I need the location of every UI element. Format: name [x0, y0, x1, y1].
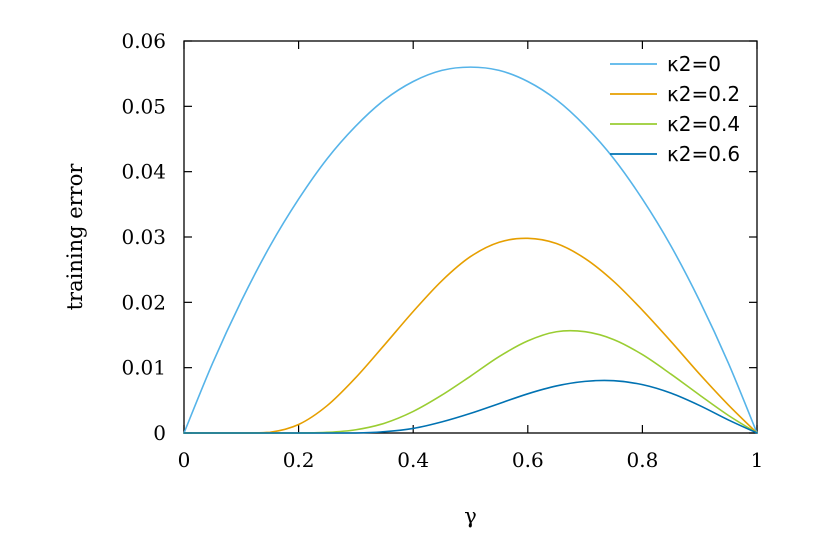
- y-tick-label: 0.01: [121, 356, 166, 380]
- legend-label-0: κ2=0: [667, 52, 721, 76]
- series-line-2: [183, 329, 758, 434]
- y-tick-label: 0.03: [121, 225, 166, 249]
- y-axis-label: training error: [63, 163, 87, 311]
- series-line-1: [183, 237, 758, 434]
- x-tick-label: 1: [751, 448, 764, 472]
- x-tick-label: 0.2: [283, 448, 315, 472]
- legend-label-1: κ2=0.2: [667, 82, 740, 106]
- x-tick-label: 0.6: [512, 448, 544, 472]
- legend-label-2: κ2=0.4: [667, 112, 740, 136]
- y-tick-label: 0.02: [121, 290, 166, 314]
- y-tick-label: 0.04: [121, 160, 166, 184]
- y-tick-label: 0: [153, 421, 166, 445]
- x-axis-label: γ: [464, 504, 477, 528]
- x-tick-label: 0: [178, 448, 191, 472]
- series-line-0: [183, 66, 758, 434]
- legend-label-3: κ2=0.6: [667, 142, 740, 166]
- x-tick-label: 0.4: [397, 448, 429, 472]
- series-line-3: [183, 379, 758, 434]
- y-tick-label: 0.05: [121, 94, 166, 118]
- y-tick-label: 0.06: [121, 29, 166, 53]
- x-tick-label: 0.8: [626, 448, 658, 472]
